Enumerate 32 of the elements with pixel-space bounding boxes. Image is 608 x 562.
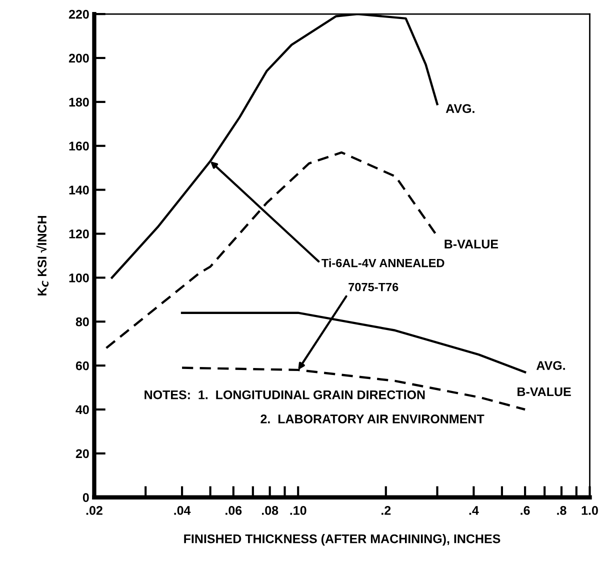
x-tick-label: .6 [520,506,530,515]
series-label: AVG. [446,104,474,114]
series-label: AVG. [536,361,565,370]
y-tick-label: 60 [76,361,89,370]
x-tick-label: .08 [262,506,278,515]
y-tick-label: 40 [76,405,89,414]
x-tick-label: .06 [226,506,242,515]
x-tick-label: .4 [469,506,479,515]
y-tick-label: 80 [76,317,89,326]
series-label: B-VALUE [444,240,498,248]
y-tick-label: 200 [68,54,89,63]
x-tick-label: 1.0 [582,506,598,515]
y-axis-title: K$_{C}$ KSI √INCH [36,216,49,296]
annotation: Ti-6AL-4V ANNEALED [322,258,444,268]
y-tick-label: 100 [69,273,89,282]
x-axis-title: FINISHED THICKNESS (AFTER MACHINING), INCHES [184,534,500,546]
annotation: 7075-T76 [348,282,398,292]
x-tick-label: .8 [557,506,566,515]
annotation: NOTES: 1. LONGITUDINAL GRAIN DIRECTION [144,390,425,400]
x-tick-label: .10 [290,506,306,515]
y-tick-label: 120 [69,230,89,238]
y-tick-label: 180 [69,98,89,107]
y-tick-label: 0 [82,493,89,502]
x-tick-label: .2 [382,506,391,515]
annotation: 2. LABORATORY AIR ENVIRONMENT [260,414,484,424]
x-tick-label: .02 [86,506,102,515]
y-tick-label: 140 [69,186,89,194]
y-tick-label: 220 [68,10,89,19]
series-label: B-VALUE [518,387,571,396]
x-tick-label: .04 [174,506,191,515]
y-tick-label: 160 [69,142,89,151]
y-tick-label: 20 [76,449,89,458]
